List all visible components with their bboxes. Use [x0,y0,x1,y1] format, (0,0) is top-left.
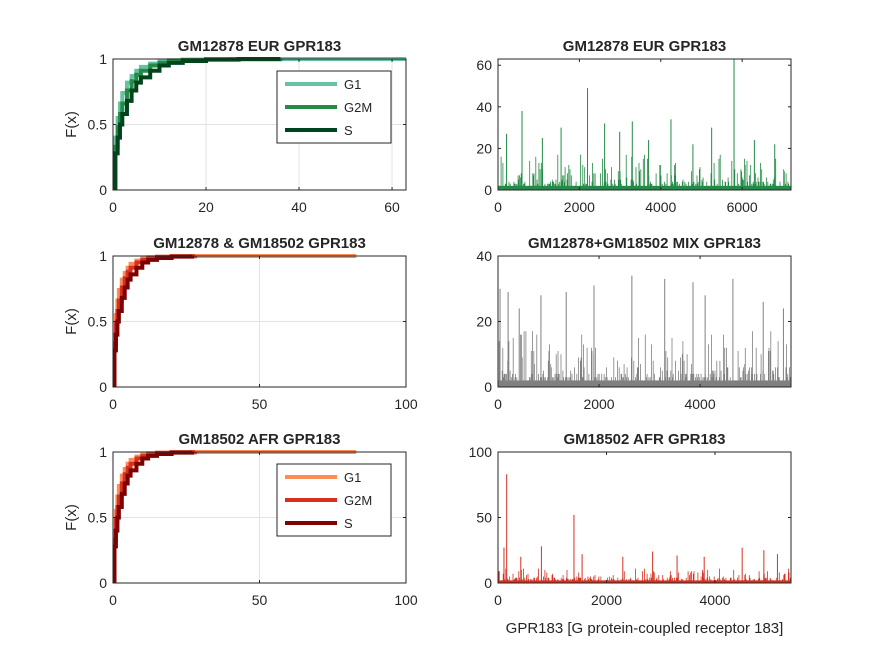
data-layer [498,59,791,190]
x-tick-label: 50 [252,396,268,412]
data-layer [498,474,791,583]
y-tick-label: 0 [99,575,107,591]
x-tick-label: 0 [109,396,117,412]
legend-label-s: S [344,516,353,531]
y-tick-label: 0 [99,182,107,198]
x-tick-label: 50 [252,592,268,608]
panel-p3: 0 50 100 0 0.5 1 GM12878 & GM18502 GPR183 F(x) [63,235,418,412]
expression-baseline [498,580,791,583]
data-layer [498,275,791,387]
x-tick-label: 100 [394,592,418,608]
legend-label-s: S [344,123,353,138]
panel-p2: 0 2000 4000 6000 0 20 40 60 GM12878 EUR GPR183 [476,38,792,215]
x-tick-label: 40 [291,199,307,215]
panel-title: GM12878 & GM18502 GPR183 [153,235,366,252]
cdf-line-s [113,450,195,583]
legend: G1 G2M S [276,463,392,537]
legend-label-g1: G1 [344,77,361,92]
y-tick-label: 0 [484,182,492,198]
y-tick-label: 0.5 [88,510,108,526]
panel-p1: 0 20 40 60 0 0.5 1 GM12878 EUR GPR183 F(x) G1 G2M S [63,38,407,215]
x-tick-label: 2000 [564,199,595,215]
cdf-line-s [113,254,195,387]
x-tick-label: 4000 [645,199,676,215]
x-tick-label: 0 [109,592,117,608]
y-tick-label: 0.5 [88,314,108,330]
x-tick-label: 20 [198,199,214,215]
y-tick-label: 40 [476,248,492,264]
expression-baseline [498,380,791,387]
y-axis-label: F(x) [63,308,80,335]
y-tick-label: 0 [484,379,492,395]
panel-title: GM12878 EUR GPR183 [563,38,726,55]
x-tick-label: 4000 [699,592,730,608]
x-tick-label: 0 [494,199,502,215]
x-tick-label: 100 [394,396,418,412]
x-tick-label: 0 [109,199,117,215]
x-tick-label: 6000 [727,199,758,215]
panel-p6: 0 2000 4000 0 50 100 GM18502 AFR GPR183 GPR183 … [469,431,792,637]
x-tick-label: 60 [384,199,400,215]
legend-label-g2m: G2M [344,100,372,115]
data-layer [113,254,357,387]
y-tick-label: 40 [476,99,492,115]
expression-baseline [498,185,791,190]
panel-title: GM18502 AFR GPR183 [178,431,340,448]
y-tick-label: 60 [476,57,492,73]
y-tick-label: 20 [476,314,492,330]
panel-p5: 0 50 100 0 0.5 1 GM18502 AFR GPR183 F(x) G1 G2M S [63,431,418,608]
x-tick-label: 0 [494,592,502,608]
cdf-line-s [113,57,281,190]
panel-title: GM12878 EUR GPR183 [178,38,341,55]
x-tick-label: 2000 [591,592,622,608]
y-axis-label: F(x) [63,504,80,531]
y-tick-label: 1 [99,51,107,67]
legend-label-g1: G1 [344,470,361,485]
y-tick-label: 1 [99,444,107,460]
x-axis-label: GPR183 [G protein-coupled receptor 183] [506,620,784,637]
x-tick-label: 4000 [684,396,715,412]
y-axis-label: F(x) [63,111,80,138]
legend-label-g2m: G2M [344,493,372,508]
panel-title: GM12878+GM18502 MIX GPR183 [528,235,761,252]
plots-layer: 0 20 40 60 0 0.5 1 GM12878 EUR GPR183 F(x) G1 G2M S… [63,38,792,637]
data-layer [113,57,406,190]
y-tick-label: 0 [484,575,492,591]
axes-box [497,58,792,191]
panel-p4: 0 2000 4000 0 20 40 GM12878+GM18502 MIX GPR183 [476,235,792,412]
y-tick-label: 1 [99,248,107,264]
y-tick-label: 50 [476,510,492,526]
plot-area [498,452,791,583]
panel-title: GM18502 AFR GPR183 [563,431,725,448]
y-tick-label: 20 [476,140,492,156]
x-tick-label: 2000 [583,396,614,412]
y-tick-label: 0 [99,379,107,395]
plot-area [498,256,791,387]
y-tick-label: 100 [469,444,493,460]
x-tick-label: 0 [494,396,502,412]
y-tick-label: 0.5 [88,117,108,133]
legend: G1 G2M S [276,70,392,144]
data-layer [113,450,357,583]
